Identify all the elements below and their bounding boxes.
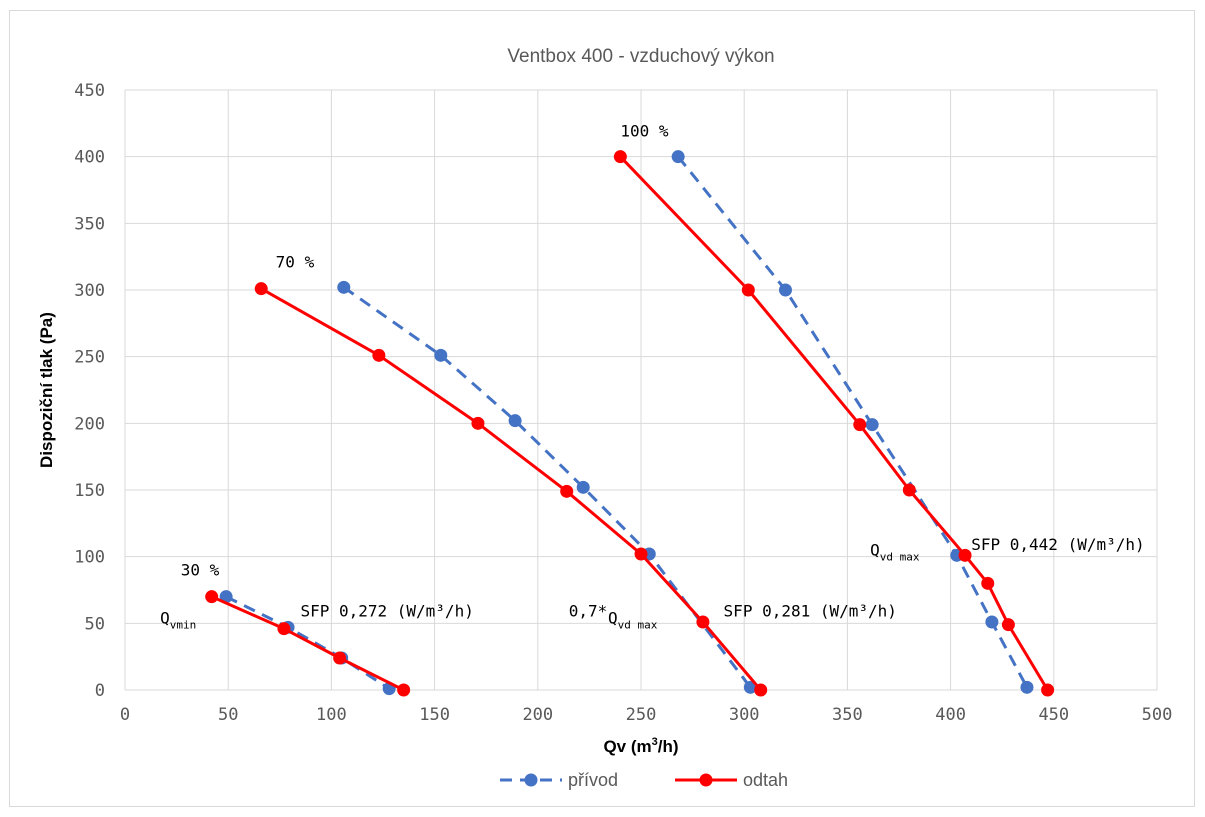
data-point <box>985 615 999 629</box>
data-point <box>205 590 219 604</box>
series-line <box>342 286 752 689</box>
data-point <box>902 483 916 497</box>
flow-label: Qvmin <box>160 608 196 631</box>
data-point <box>853 418 867 432</box>
y-tick-label: 50 <box>85 614 105 634</box>
annotation-label: SFP 0,272 (W/m³/h) <box>300 602 473 621</box>
data-point <box>372 348 386 362</box>
data-point <box>1020 680 1034 694</box>
annotation-label: 0,7* <box>569 602 608 621</box>
chart-title: Ventbox 400 - vzduchový výkon <box>507 46 774 67</box>
annotation-label: SFP 0,281 (W/m³/h) <box>724 602 897 621</box>
series-line <box>260 287 762 691</box>
x-tick-label: 100 <box>316 705 347 725</box>
data-point <box>613 150 627 164</box>
data-point <box>671 150 685 164</box>
data-point <box>219 590 233 604</box>
data-point <box>754 683 768 697</box>
data-point <box>434 348 448 362</box>
legend-label: přívod <box>568 770 618 790</box>
data-point <box>576 480 590 494</box>
y-tick-label: 250 <box>74 348 105 368</box>
y-tick-label: 300 <box>74 281 105 301</box>
y-tick-label: 150 <box>74 481 105 501</box>
data-point <box>981 576 995 590</box>
data-point <box>333 651 347 665</box>
legend-item-přívod: přívod <box>500 770 618 790</box>
y-axis-label: Dispoziční tlak (Pa) <box>37 312 56 468</box>
legend-marker <box>524 773 538 787</box>
annotations: 30 % 70 % 100 % SFP 0,272 (W/m³/h) SFP 0,281… <box>160 122 1145 632</box>
x-axis-label: Qv (m3/h) <box>603 736 678 756</box>
y-tick-label: 200 <box>74 414 105 434</box>
x-tick-label: 400 <box>935 705 966 725</box>
x-tick-label: 200 <box>522 705 553 725</box>
annotation-label: SFP 0,442 (W/m³/h) <box>971 535 1144 554</box>
data-point <box>1041 683 1055 697</box>
series-line <box>619 155 1049 691</box>
x-tick-label: 300 <box>729 705 760 725</box>
legend-item-odtah: odtah <box>675 770 788 790</box>
grid <box>124 89 1158 691</box>
data-point <box>958 548 972 562</box>
series-line <box>225 595 391 690</box>
x-tick-label: 150 <box>419 705 450 725</box>
x-tick-label: 450 <box>1038 705 1069 725</box>
y-tick-label: 400 <box>74 148 105 168</box>
flow-label: Qvd max <box>870 540 920 563</box>
data-point <box>277 622 291 636</box>
data-point <box>696 615 710 629</box>
legend: přívod odtah <box>500 770 788 790</box>
data-point <box>1001 618 1015 632</box>
flow-label: Qvd max <box>608 608 658 631</box>
y-axis-ticks: 0 50 100 150 200 250 300 350 400 450 <box>74 81 105 701</box>
legend-marker <box>699 773 713 787</box>
y-tick-label: 450 <box>74 81 105 101</box>
data-point <box>337 280 351 294</box>
y-tick-label: 350 <box>74 214 105 234</box>
data-point <box>634 547 648 561</box>
annotation-label: 30 % <box>181 560 220 579</box>
data-point <box>741 283 755 297</box>
annotation-label: 100 % <box>620 122 669 141</box>
x-tick-label: 50 <box>218 705 238 725</box>
x-tick-label: 500 <box>1142 705 1173 725</box>
legend-label: odtah <box>743 770 788 790</box>
x-tick-label: 0 <box>120 705 130 725</box>
data-point <box>471 416 485 430</box>
x-axis-ticks: 0 50 100 150 200 250 300 350 400 450 500 <box>120 705 1172 725</box>
series-layer <box>205 150 1055 697</box>
data-point <box>508 414 522 428</box>
data-point <box>865 418 879 432</box>
annotation-label: 70 % <box>276 252 315 271</box>
data-point <box>560 484 574 498</box>
y-tick-label: 0 <box>95 681 105 701</box>
y-tick-label: 100 <box>74 548 105 568</box>
data-point <box>778 283 792 297</box>
x-tick-label: 350 <box>832 705 863 725</box>
series-line <box>211 595 405 692</box>
chart-frame <box>9 10 1195 807</box>
data-point <box>397 683 411 697</box>
data-point <box>743 680 757 694</box>
series-odtah <box>205 150 1055 697</box>
x-tick-label: 250 <box>626 705 657 725</box>
data-point <box>254 282 268 296</box>
